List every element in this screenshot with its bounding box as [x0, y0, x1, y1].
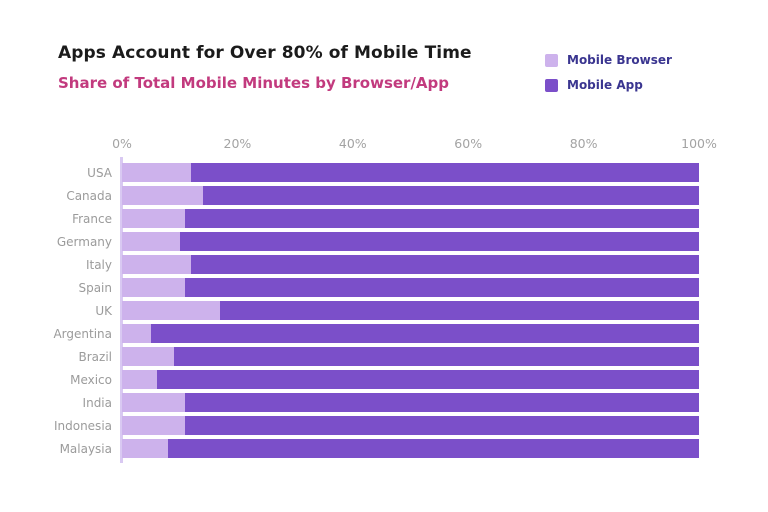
bar-segment-mobile-app	[150, 324, 699, 343]
category-label: Italy	[85, 257, 112, 272]
legend-label: Mobile Browser	[567, 53, 672, 67]
y-axis-line	[120, 157, 123, 463]
chart-title: Apps Account for Over 80% of Mobile Time	[58, 43, 472, 63]
legend-label: Mobile App	[567, 78, 643, 92]
bar-row: Mexico	[0, 368, 768, 391]
legend-item[interactable]: Mobile Browser	[545, 53, 672, 67]
x-tick-label: 40%	[338, 136, 367, 151]
bar-segment-mobile-browser	[122, 347, 174, 366]
bar-segment-mobile-browser	[122, 439, 169, 458]
x-tick-label: 60%	[454, 136, 483, 151]
bar-track	[122, 209, 699, 228]
bar-track	[122, 301, 699, 320]
category-label: Mexico	[70, 372, 112, 387]
bar-segment-mobile-browser	[122, 186, 203, 205]
x-tick-label: 20%	[223, 136, 252, 151]
category-label: France	[72, 211, 112, 226]
bar-segment-mobile-browser	[122, 416, 186, 435]
bar-segment-mobile-browser	[122, 324, 151, 343]
bar-row: USA	[0, 161, 768, 184]
bar-segment-mobile-app	[185, 416, 699, 435]
bar-row: Germany	[0, 230, 768, 253]
bar-track	[122, 370, 699, 389]
x-tick-label: 80%	[569, 136, 598, 151]
legend-swatch-icon	[545, 78, 558, 92]
bar-segment-mobile-browser	[122, 232, 180, 251]
bar-row: Brazil	[0, 345, 768, 368]
bar-segment-mobile-app	[202, 186, 699, 205]
legend-swatch-icon	[545, 53, 558, 67]
bar-row: Malaysia	[0, 437, 768, 460]
bar-segment-mobile-browser	[122, 278, 186, 297]
bar-row: India	[0, 391, 768, 414]
bar-row: Argentina	[0, 322, 768, 345]
category-label: India	[82, 395, 112, 410]
bar-segment-mobile-browser	[122, 393, 186, 412]
bar-track	[122, 393, 699, 412]
category-label: Brazil	[78, 349, 113, 364]
bar-segment-mobile-app	[191, 255, 699, 274]
bar-track	[122, 232, 699, 251]
bar-track	[122, 186, 699, 205]
bar-row: Spain	[0, 276, 768, 299]
bar-segment-mobile-app	[179, 232, 699, 251]
category-label: USA	[87, 165, 112, 180]
bar-segment-mobile-app	[185, 278, 699, 297]
bar-segment-mobile-app	[185, 393, 699, 412]
bar-segment-mobile-browser	[122, 163, 192, 182]
bar-segment-mobile-app	[168, 439, 699, 458]
bar-row: Canada	[0, 184, 768, 207]
category-label: Malaysia	[59, 441, 112, 456]
category-label: Canada	[66, 188, 112, 203]
category-label: Indonesia	[53, 418, 112, 433]
bar-segment-mobile-app	[173, 347, 699, 366]
category-label: UK	[95, 303, 112, 318]
bar-segment-mobile-browser	[122, 301, 221, 320]
bar-row: Italy	[0, 253, 768, 276]
bar-row: Indonesia	[0, 414, 768, 437]
bar-track	[122, 324, 699, 343]
x-tick-label: 100%	[681, 136, 717, 151]
bar-segment-mobile-browser	[122, 255, 192, 274]
bar-segment-mobile-browser	[122, 370, 157, 389]
x-tick-label: 0%	[112, 136, 132, 151]
bar-rows: USA Canada France Germany Italy Spain UK Argent…	[0, 161, 768, 460]
bar-track	[122, 163, 699, 182]
category-label: Germany	[56, 234, 112, 249]
category-label: Argentina	[53, 326, 112, 341]
bar-track	[122, 278, 699, 297]
bar-row: France	[0, 207, 768, 230]
chart-subtitle: Share of Total Mobile Minutes by Browser…	[58, 74, 450, 92]
legend: Mobile Browser Mobile App	[545, 53, 672, 92]
bar-segment-mobile-app	[191, 163, 699, 182]
legend-item[interactable]: Mobile App	[545, 78, 672, 92]
bar-segment-mobile-app	[156, 370, 699, 389]
bar-segment-mobile-browser	[122, 209, 186, 228]
bar-segment-mobile-app	[185, 209, 699, 228]
bar-track	[122, 347, 699, 366]
bar-track	[122, 255, 699, 274]
x-axis: 0% 20% 40% 60% 80% 100%	[0, 136, 768, 152]
bar-track	[122, 439, 699, 458]
category-label: Spain	[78, 280, 112, 295]
bar-row: UK	[0, 299, 768, 322]
bar-segment-mobile-app	[220, 301, 699, 320]
bar-track	[122, 416, 699, 435]
